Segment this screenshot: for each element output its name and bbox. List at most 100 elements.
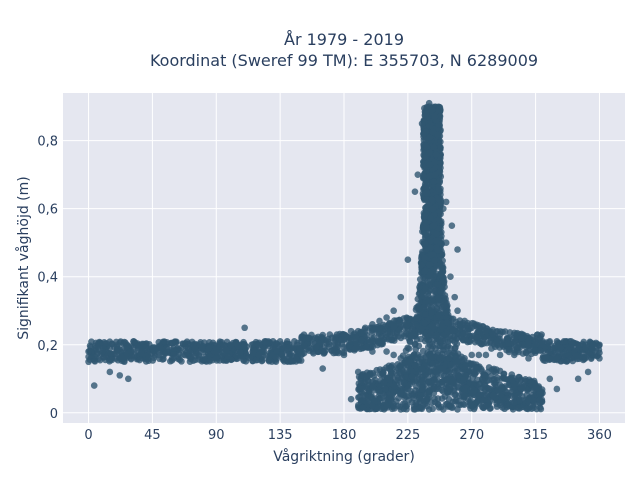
data-point [359,404,367,411]
data-point [553,355,561,362]
data-point [500,374,507,381]
data-point [283,338,291,345]
data-point [191,344,199,352]
data-point [422,353,430,360]
y-axis-label: Signifikant våghöjd (m) [15,176,32,339]
data-point [293,354,300,361]
data-point [478,340,485,348]
data-point [402,403,410,410]
chart-title: År 1979 - 2019 [284,30,404,49]
data-point [160,338,168,345]
data-point [445,354,453,362]
data-point [378,405,385,413]
data-point [440,302,448,310]
data-point [511,334,518,342]
data-point [438,251,446,258]
data-point [397,293,405,301]
y-tick-label: 0,2 [37,339,58,354]
data-point [252,356,260,364]
data-point [116,372,124,379]
data-point [525,338,532,345]
data-point [88,338,95,346]
data-point [553,338,561,345]
data-point [421,319,428,327]
data-point [85,348,92,355]
data-point [546,375,554,383]
y-tick-label: 0 [50,407,58,422]
data-point [506,346,514,353]
data-point [443,375,450,383]
data-point [421,212,429,220]
data-point [421,254,429,262]
data-point [414,354,421,362]
data-point [262,338,270,345]
data-point [212,355,220,362]
data-point [486,385,494,393]
data-point [454,246,461,253]
data-point [485,376,493,384]
data-point [417,335,425,343]
data-point [440,406,447,413]
data-point [425,261,433,269]
data-point [432,237,440,244]
data-point [456,320,464,328]
data-point [237,348,244,356]
data-point [501,405,508,413]
data-point [362,343,370,351]
chart-subtitle: Koordinat (Sweref 99 TM): E 355703, N 62… [150,51,538,70]
data-point [481,381,489,388]
data-point [347,395,355,403]
data-point [205,344,213,352]
data-point [436,177,444,185]
data-point [423,110,430,117]
data-point [475,351,483,359]
data-point [416,283,423,291]
x-tick-label: 315 [523,428,548,443]
data-point [505,381,513,388]
data-point [380,366,387,374]
data-point [468,351,476,359]
data-point [187,353,194,361]
data-point [432,331,440,339]
data-point [472,368,480,376]
data-point [85,358,92,366]
data-point [461,392,468,400]
data-point [595,346,603,354]
data-point [418,385,426,393]
data-point [241,324,248,332]
data-point [422,219,429,227]
data-point [107,350,115,357]
data-point [537,347,544,355]
data-point [163,344,170,352]
x-tick-label: 225 [395,428,420,443]
data-point [227,341,234,349]
data-point [413,304,420,311]
data-point [127,348,135,355]
data-point [134,344,142,352]
data-point [289,345,297,352]
data-point [255,351,263,359]
x-axis-label: Vågriktning (grader) [273,448,415,465]
data-point [431,395,438,403]
data-point [462,362,469,370]
data-point [424,395,431,403]
data-point [475,327,483,335]
data-point [581,355,589,362]
data-point [452,344,459,351]
data-point [378,332,386,340]
data-point [434,281,441,288]
data-point [536,399,543,407]
data-point [460,401,468,409]
data-point [522,375,529,383]
data-point [358,336,366,344]
data-point [451,293,458,301]
x-tick-labels: 0 45 90 135 180 225 270 315 360 [84,428,611,443]
data-point [427,214,434,222]
data-point [272,354,280,361]
data-point [423,195,430,203]
data-point [396,362,403,370]
data-point [439,343,446,350]
data-point [418,325,425,333]
data-point [427,286,434,294]
data-point [468,361,475,368]
